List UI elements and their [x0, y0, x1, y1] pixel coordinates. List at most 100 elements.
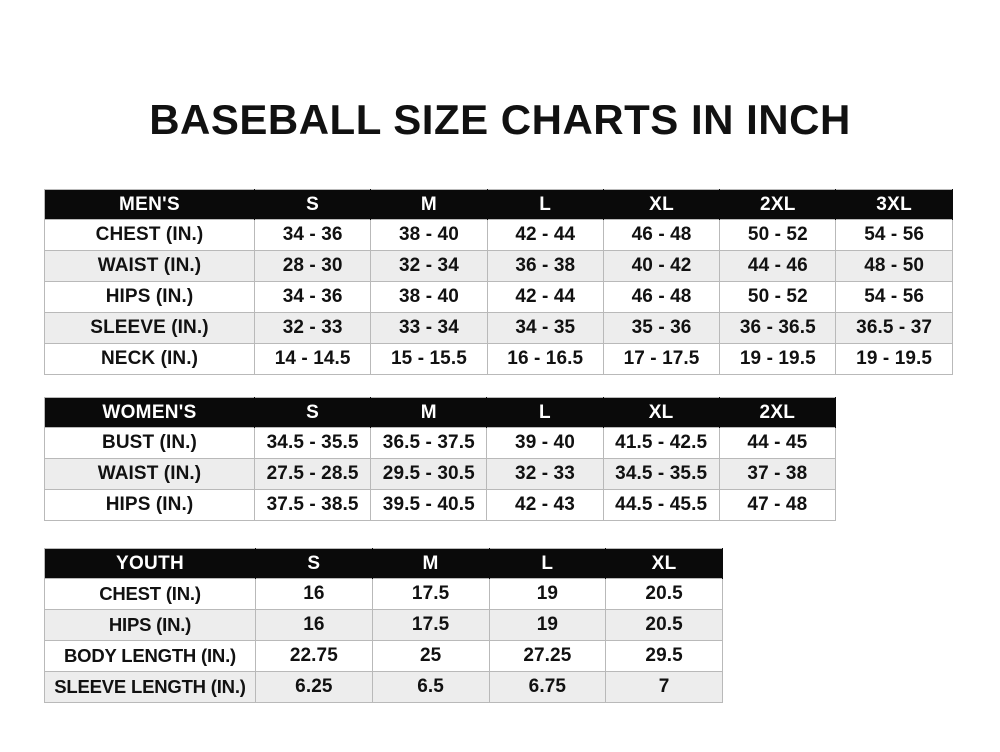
measurement-label: WAIST (IN.) — [44, 250, 255, 282]
measurement-value: 44.5 - 45.5 — [602, 489, 720, 521]
measurement-value: 25 — [371, 640, 490, 672]
table-header-row: YOUTH S M L XL — [44, 548, 723, 579]
measurement-label: WAIST (IN.) — [44, 458, 255, 490]
table-header-row: MEN'S S M L XL 2XL 3XL — [44, 189, 953, 220]
table-size-header: XL — [603, 397, 720, 428]
table-row: HIPS (IN.) 16 17.5 19 20.5 — [44, 609, 723, 641]
table-row: HIPS (IN.) 34 - 36 38 - 40 42 - 44 46 - 48 50… — [44, 281, 953, 313]
table-row: SLEEVE (IN.) 32 - 33 33 - 34 34 - 35 35 - 36… — [44, 312, 953, 344]
measurement-label: SLEEVE (IN.) — [44, 312, 255, 344]
measurement-value: 33 - 34 — [370, 312, 488, 344]
table-size-header: XL — [603, 189, 721, 220]
table-size-header: M — [370, 189, 488, 220]
measurement-value: 27.25 — [488, 640, 607, 672]
measurement-label: NECK (IN.) — [44, 343, 255, 375]
table-size-header: XL — [605, 548, 723, 579]
measurement-label: SLEEVE LENGTH (IN.) — [44, 671, 256, 703]
measurement-value: 36 - 36.5 — [719, 312, 837, 344]
measurement-value: 50 - 52 — [719, 219, 837, 251]
measurement-value: 17.5 — [371, 578, 490, 610]
table-category-header: YOUTH — [44, 548, 256, 579]
measurement-value: 50 - 52 — [719, 281, 837, 313]
measurement-label: BODY LENGTH (IN.) — [44, 640, 256, 672]
table-row: CHEST (IN.) 34 - 36 38 - 40 42 - 44 46 - 48 5… — [44, 219, 953, 251]
table-size-header: M — [372, 548, 490, 579]
measurement-value: 42 - 44 — [486, 219, 604, 251]
table-size-header: S — [254, 189, 372, 220]
measurement-value: 19 — [488, 578, 607, 610]
table-header-row: WOMEN'S S M L XL 2XL — [44, 397, 836, 428]
measurement-value: 46 - 48 — [602, 219, 721, 251]
measurement-value: 38 - 40 — [370, 281, 488, 313]
measurement-value: 36.5 - 37 — [835, 312, 953, 344]
table-row: BUST (IN.) 34.5 - 35.5 36.5 - 37.5 39 - 40 4… — [44, 427, 836, 459]
measurement-value: 41.5 - 42.5 — [602, 427, 720, 459]
measurement-value: 27.5 - 28.5 — [253, 458, 372, 490]
measurement-value: 47 - 48 — [718, 489, 836, 521]
measurement-label: HIPS (IN.) — [44, 489, 255, 521]
measurement-label: BUST (IN.) — [44, 427, 255, 459]
measurement-value: 34 - 36 — [253, 219, 372, 251]
table-size-header: L — [487, 189, 604, 220]
table-category-header: WOMEN'S — [44, 397, 255, 428]
measurement-value: 39 - 40 — [486, 427, 604, 459]
measurement-label: HIPS (IN.) — [44, 281, 255, 313]
measurement-value: 42 - 43 — [486, 489, 604, 521]
measurement-value: 37 - 38 — [718, 458, 836, 490]
table-size-header: L — [489, 548, 607, 579]
measurement-value: 6.5 — [371, 671, 490, 703]
youth-size-table: YOUTH S M L XL CHEST (IN.) 16 17.5 19 20.5 HIPS (I… — [44, 548, 723, 703]
measurement-value: 38 - 40 — [370, 219, 488, 251]
measurement-value: 44 - 45 — [718, 427, 836, 459]
table-size-header: 2XL — [719, 189, 837, 220]
measurement-value: 28 - 30 — [253, 250, 372, 282]
measurement-value: 48 - 50 — [835, 250, 953, 282]
measurement-value: 46 - 48 — [602, 281, 721, 313]
measurement-label: HIPS (IN.) — [44, 609, 256, 641]
table-size-header: M — [370, 397, 488, 428]
measurement-value: 37.5 - 38.5 — [253, 489, 372, 521]
mens-size-table: MEN'S S M L XL 2XL 3XL CHEST (IN.) 34 - 36 38 - 4… — [44, 189, 953, 375]
measurement-value: 36.5 - 37.5 — [370, 427, 488, 459]
measurement-value: 32 - 34 — [370, 250, 488, 282]
measurement-value: 6.25 — [255, 671, 373, 703]
measurement-value: 17 - 17.5 — [602, 343, 721, 375]
page-title: BASEBALL SIZE CHARTS IN INCH — [149, 96, 851, 144]
measurement-value: 32 - 33 — [486, 458, 604, 490]
measurement-value: 34.5 - 35.5 — [253, 427, 372, 459]
measurement-value: 19 — [488, 609, 607, 641]
measurement-value: 15 - 15.5 — [370, 343, 488, 375]
measurement-value: 16 - 16.5 — [486, 343, 604, 375]
table-size-header: L — [486, 397, 604, 428]
measurement-value: 6.75 — [488, 671, 607, 703]
measurement-value: 32 - 33 — [253, 312, 372, 344]
measurement-label: CHEST (IN.) — [44, 578, 256, 610]
table-row: HIPS (IN.) 37.5 - 38.5 39.5 - 40.5 42 - 43 4… — [44, 489, 836, 521]
measurement-value: 29.5 — [605, 640, 723, 672]
measurement-value: 16 — [255, 609, 373, 641]
measurement-value: 22.75 — [255, 640, 373, 672]
measurement-value: 29.5 - 30.5 — [370, 458, 488, 490]
measurement-value: 34 - 35 — [486, 312, 604, 344]
measurement-value: 40 - 42 — [602, 250, 721, 282]
measurement-value: 36 - 38 — [486, 250, 604, 282]
measurement-value: 42 - 44 — [486, 281, 604, 313]
measurement-value: 7 — [605, 671, 723, 703]
measurement-value: 19 - 19.5 — [719, 343, 837, 375]
table-category-header: MEN'S — [44, 189, 255, 220]
measurement-value: 19 - 19.5 — [835, 343, 953, 375]
measurement-value: 39.5 - 40.5 — [370, 489, 488, 521]
measurement-label: CHEST (IN.) — [44, 219, 255, 251]
measurement-value: 20.5 — [605, 578, 723, 610]
womens-size-table: WOMEN'S S M L XL 2XL BUST (IN.) 34.5 - 35.5 36.5… — [44, 397, 836, 521]
table-size-header: S — [255, 548, 373, 579]
measurement-value: 20.5 — [605, 609, 723, 641]
measurement-value: 35 - 36 — [602, 312, 721, 344]
table-row: SLEEVE LENGTH (IN.) 6.25 6.5 6.75 7 — [44, 671, 723, 703]
measurement-value: 44 - 46 — [719, 250, 837, 282]
measurement-value: 17.5 — [371, 609, 490, 641]
table-row: WAIST (IN.) 27.5 - 28.5 29.5 - 30.5 32 - 33… — [44, 458, 836, 490]
table-size-header: S — [254, 397, 372, 428]
measurement-value: 16 — [255, 578, 373, 610]
